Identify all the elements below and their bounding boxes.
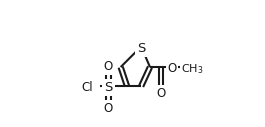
Text: S: S [104,81,113,94]
Text: O: O [104,60,113,73]
Text: Cl: Cl [82,81,94,94]
Text: CH$_3$: CH$_3$ [181,62,204,76]
Text: O: O [167,62,176,75]
Text: O: O [157,86,166,100]
Text: S: S [137,42,145,54]
Text: O: O [104,102,113,115]
